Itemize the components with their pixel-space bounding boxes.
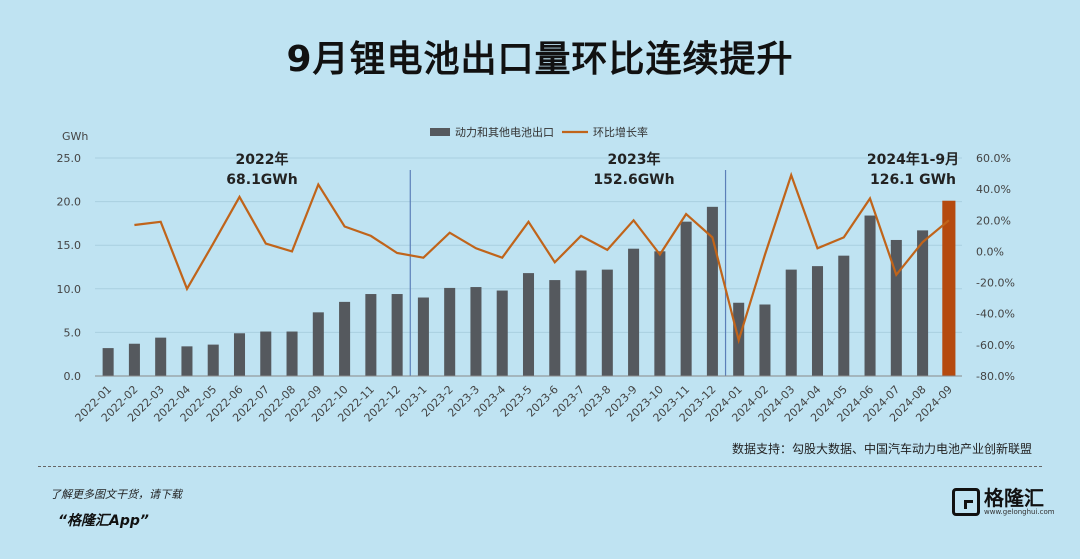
right-tick-label: -20.0% xyxy=(976,277,1015,290)
right-tick-label: 60.0% xyxy=(976,152,1011,165)
left-tick-label: 5.0 xyxy=(64,326,82,339)
gelonghui-logo: 格隆汇 www.gelonghui.com xyxy=(952,488,1055,516)
bar xyxy=(575,270,587,376)
bar xyxy=(549,280,561,376)
bar xyxy=(365,294,377,376)
year-annotation-title: 2022年 xyxy=(236,151,289,168)
bar xyxy=(628,248,640,376)
bar xyxy=(417,297,429,376)
year-annotation-value: 68.1GWh xyxy=(226,172,297,188)
year-annotation-value: 126.1 GWh xyxy=(870,172,956,188)
growth-rate-line xyxy=(134,171,950,345)
bar xyxy=(838,255,850,376)
bar xyxy=(706,206,718,376)
bar xyxy=(312,312,324,376)
bar xyxy=(811,266,824,376)
bar xyxy=(601,269,613,376)
year-annotation-title: 2023年 xyxy=(608,151,661,168)
bar xyxy=(917,230,929,376)
bar xyxy=(522,273,535,376)
bar xyxy=(260,331,272,376)
bar xyxy=(339,301,351,376)
left-axis-unit: GWh xyxy=(62,130,88,143)
bar xyxy=(102,348,114,376)
left-tick-label: 10.0 xyxy=(57,283,82,296)
bar xyxy=(496,290,508,376)
bar xyxy=(181,346,193,376)
footer-text: 了解更多图文干货，请下载 xyxy=(50,488,182,501)
bar xyxy=(890,239,902,376)
bar xyxy=(207,344,219,376)
bar xyxy=(864,215,876,376)
chart-area: 0.0 5.0 10.0 15.0 20.0 25.0 GWh -80.0% -60.0% -40… xyxy=(57,125,1015,425)
right-tick-label: -40.0% xyxy=(976,308,1015,321)
bar xyxy=(680,221,692,376)
bar xyxy=(233,333,246,376)
footer-app-name: “格隆汇App” xyxy=(58,513,149,529)
left-tick-label: 25.0 xyxy=(57,152,82,165)
logo-g-icon xyxy=(952,488,980,516)
bar xyxy=(470,287,482,376)
legend-bar-label: 动力和其他电池出口 xyxy=(455,125,554,139)
bar xyxy=(942,200,956,376)
chart-title: 9月锂电池出口量环比连续提升 xyxy=(286,39,794,80)
bar xyxy=(286,331,298,376)
bar xyxy=(654,251,666,376)
left-tick-label: 15.0 xyxy=(57,239,82,252)
bar xyxy=(391,294,403,376)
logo-text: 格隆汇 xyxy=(984,486,1044,510)
year-annotation-value: 152.6GWh xyxy=(593,172,674,188)
right-tick-label: -60.0% xyxy=(976,339,1015,352)
source-note: 数据支持：勾股大数据、中国汽车动力电池产业创新联盟 xyxy=(731,442,1032,456)
footer-divider xyxy=(38,466,1042,467)
logo-url: www.gelonghui.com xyxy=(984,508,1055,516)
left-tick-label: 20.0 xyxy=(57,196,82,209)
bar xyxy=(785,269,797,376)
right-tick-label: 40.0% xyxy=(976,183,1011,196)
legend-bar-swatch xyxy=(430,128,450,136)
legend-line-label: 环比增长率 xyxy=(593,125,648,139)
bar xyxy=(128,343,140,376)
year-annotation-title: 2024年1-9月 xyxy=(867,151,959,168)
bar xyxy=(759,304,771,376)
bar xyxy=(155,337,167,376)
left-tick-label: 0.0 xyxy=(64,370,82,383)
right-tick-label: 20.0% xyxy=(976,214,1011,227)
right-tick-label: -80.0% xyxy=(976,370,1015,383)
bar xyxy=(444,287,456,376)
right-tick-label: 0.0% xyxy=(976,245,1004,258)
